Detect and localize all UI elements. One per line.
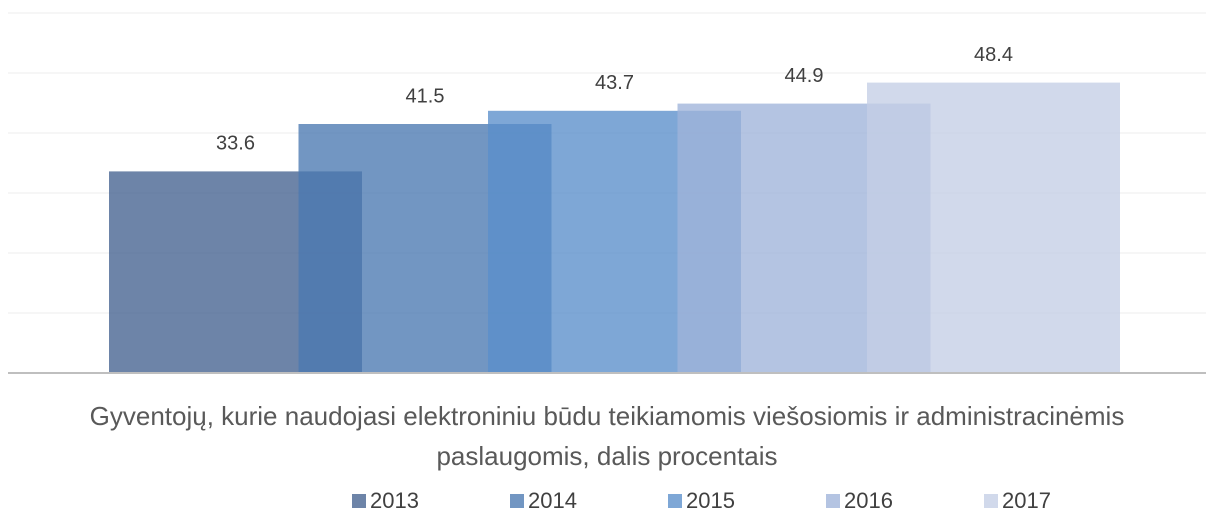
legend-label: 2016: [844, 488, 893, 513]
data-label: 33.6: [216, 133, 255, 155]
bar: [867, 82, 1120, 373]
legend-label: 2015: [686, 488, 735, 513]
data-label: 48.4: [974, 44, 1013, 66]
data-label: 44.9: [785, 65, 824, 87]
legend-swatch: [984, 494, 998, 508]
legend-swatch: [826, 494, 840, 508]
legend-label: 2013: [370, 488, 419, 513]
legend-swatch: [668, 494, 682, 508]
data-label: 43.7: [595, 72, 634, 94]
category-label: Gyventojų, kurie naudojasi elektroniniu …: [89, 401, 1125, 471]
legend-label: 2017: [1002, 488, 1051, 513]
data-label: 41.5: [406, 85, 445, 107]
legend-label: 2014: [528, 488, 577, 513]
legend-swatch: [510, 494, 524, 508]
legend-swatch: [352, 494, 366, 508]
